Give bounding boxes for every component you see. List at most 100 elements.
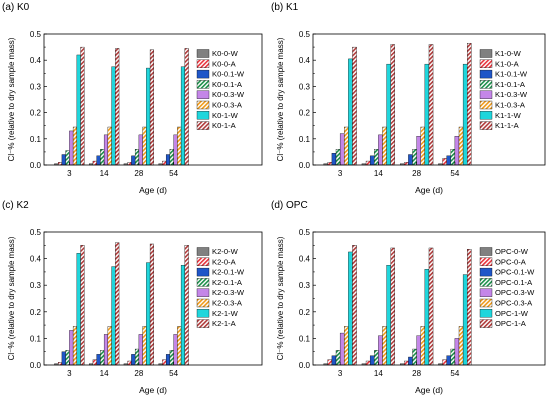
bar-K0-0.3-A-54 [177, 126, 182, 166]
bar-OPC-1-W-54 [462, 274, 468, 366]
bar-K0-0.3-W-28 [138, 134, 143, 166]
bar-K1-0.3-W-28 [416, 136, 421, 166]
bar-OPC-0-A-28 [404, 360, 409, 366]
legend-swatch [196, 267, 210, 277]
bar-OPC-1-W-14 [386, 265, 391, 366]
legend-label: OPC-0-A [495, 257, 527, 266]
legend-label: OPC-0.1-W [495, 268, 535, 277]
x-axis-label: Age (d) [139, 385, 167, 395]
x-tick-label: 14 [100, 369, 109, 378]
legend-swatch [479, 59, 493, 68]
bar-K0-1-A-28 [149, 49, 154, 166]
bar-K2-0.3-A-28 [142, 326, 147, 366]
bar-K0-1-W-28 [146, 67, 151, 166]
y-tick-label: 0.1 [299, 334, 311, 343]
bar-K1-0-A-54 [442, 158, 447, 166]
x-tick-label: 54 [169, 169, 178, 178]
bar-K1-1-W-28 [424, 63, 430, 166]
bar-K0-1-A-54 [184, 48, 189, 166]
bar-K0-0-A-14 [92, 160, 97, 166]
chart-panel-4: (d) OPC 0.0 0.1 0.2 0.3 0.4 0.5 3 14 28 54 Age (d) C… [271, 200, 546, 395]
legend-swatch [479, 267, 493, 277]
legend-swatch [196, 288, 210, 297]
x-tick-label: 14 [100, 169, 109, 178]
legend-swatch [196, 90, 210, 99]
bar-K1-0.1-A-14 [374, 149, 379, 166]
legend-swatch [479, 288, 493, 297]
bar-K0-0.3-A-28 [142, 126, 147, 166]
legend-label: K2-0.3-W [212, 288, 245, 297]
bar-OPC-1-W-28 [424, 269, 430, 366]
bar-K2-1-A-14 [115, 242, 120, 366]
legend-label: K0-0-A [212, 59, 237, 68]
legend-label: OPC-0.3-W [495, 288, 535, 297]
bar-K2-0.3-W-14 [103, 334, 109, 366]
chart-title: (a) K0 [2, 2, 30, 13]
bar-OPC-0.1-A-14 [374, 350, 379, 366]
bar-K0-0.3-A-14 [107, 126, 112, 166]
x-tick-label: 3 [67, 369, 72, 378]
bar-OPC-0.3-W-3 [339, 332, 345, 366]
bar-K1-0.3-W-3 [339, 133, 345, 166]
x-tick-label: 14 [374, 369, 383, 378]
y-axis-label: Cl⁻% (relative to dry sample mass) [7, 236, 16, 360]
bar-K2-0.1-A-54 [169, 350, 174, 366]
bar-OPC-0.3-A-54 [458, 326, 464, 366]
bar-K0-0.1-W-28 [131, 155, 136, 166]
bar-OPC-0.1-A-54 [450, 348, 456, 366]
legend-label: K2-0-A [212, 257, 237, 266]
legend-swatch [196, 247, 210, 256]
legend-label: K1-0.1-A [495, 80, 526, 89]
legend-swatch [196, 59, 210, 68]
chart-panel-2: (b) K1 0.0 0.1 0.2 0.3 0.4 0.5 3 14 28 54 Age (d) Cl… [271, 2, 546, 195]
x-tick-label: 3 [338, 169, 343, 178]
x-tick-label: 28 [412, 169, 421, 178]
chart-title: (c) K2 [2, 200, 29, 211]
bar-K2-0.3-A-3 [72, 326, 78, 366]
y-tick-label: 0.1 [30, 334, 42, 343]
legend-label: K0-0.1-W [212, 70, 245, 79]
bar-K2-0.3-W-3 [69, 330, 74, 366]
x-tick-label: 3 [67, 169, 72, 178]
bar-K2-0.1-W-54 [165, 354, 171, 366]
bar-K1-1-A-54 [467, 42, 472, 166]
bar-K1-1-W-3 [348, 58, 353, 166]
y-tick-label: 0.0 [299, 361, 311, 370]
legend-swatch [479, 80, 493, 89]
legend-label: K1-0-A [495, 59, 520, 68]
legend-swatch [479, 100, 493, 110]
legend-swatch [196, 80, 210, 89]
x-tick-label: 54 [169, 369, 178, 378]
x-tick-label: 28 [412, 369, 421, 378]
bar-K2-1-A-28 [149, 243, 154, 366]
y-axis-label: Cl⁻% (relative to dry sample mass) [276, 236, 285, 360]
bar-K0-0-A-54 [162, 160, 167, 166]
y-tick-label: 0.3 [299, 281, 311, 290]
bar-OPC-0.1-W-3 [331, 355, 337, 366]
x-axis-label: Age (d) [139, 185, 167, 195]
legend-label: OPC-0-W [495, 247, 529, 256]
y-tick-label: 0.4 [30, 56, 42, 65]
legend-label: K0-1-W [212, 111, 239, 120]
legend-label: K1-0-W [495, 49, 522, 58]
legend-swatch [196, 69, 210, 79]
bar-K1-0-A-14 [365, 160, 371, 166]
y-tick-label: 0.5 [30, 30, 42, 39]
bar-K2-0.1-W-28 [131, 354, 136, 366]
y-tick-label: 0.4 [299, 255, 311, 264]
legend-label: K2-0-W [212, 247, 239, 256]
x-axis-label: Age (d) [415, 185, 443, 195]
legend-swatch [196, 319, 210, 328]
legend-label: OPC-0.3-A [495, 299, 533, 308]
bar-OPC-0.3-A-3 [344, 326, 349, 366]
y-tick-label: 0.0 [30, 161, 42, 170]
bar-K0-0.1-W-54 [165, 154, 171, 166]
bar-K2-0-A-28 [127, 360, 132, 366]
legend-swatch [196, 49, 210, 58]
bar-OPC-0-A-3 [327, 359, 333, 366]
bar-K1-1-W-14 [386, 63, 391, 166]
bar-K0-0.1-W-3 [61, 154, 66, 166]
y-tick-label: 0.2 [30, 109, 42, 118]
bar-K1-0.3-W-54 [454, 136, 460, 166]
legend-swatch [479, 319, 493, 328]
